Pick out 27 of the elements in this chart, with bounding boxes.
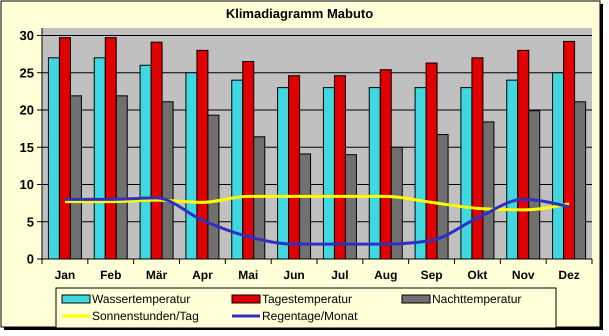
x-tick-label: Mai <box>238 268 258 282</box>
x-tick-label: Apr <box>192 268 214 282</box>
x-tick-label: Feb <box>100 268 122 282</box>
legend-label: Regentage/Monat <box>262 309 358 324</box>
legend-label: Sonnenstunden/Tag <box>92 309 199 324</box>
y-tick-label: 20 <box>20 102 34 118</box>
y-tick-label: 25 <box>20 65 34 80</box>
x-tick-label: Dez <box>558 268 580 282</box>
x-tick-label: Nov <box>512 268 535 282</box>
x-tick-label: Jul <box>331 268 349 282</box>
chart-title: Klimadiagramm Mabuto <box>226 6 374 21</box>
y-tick-label: 0 <box>26 252 34 267</box>
x-tick-label: Jan <box>54 268 76 282</box>
x-tick-label: Jun <box>283 268 305 282</box>
y-tick-label: 10 <box>20 177 34 192</box>
legend-label: Nachttemperatur <box>432 292 522 306</box>
y-tick-label: 15 <box>20 140 34 155</box>
x-tick-label: Mär <box>146 268 168 282</box>
y-tick-label: 5 <box>26 214 34 230</box>
y-tick-label: 30 <box>20 28 34 43</box>
line-series <box>63 196 571 246</box>
x-tick-label: Aug <box>374 268 398 282</box>
legend-label: Tagestemperatur <box>262 292 352 306</box>
x-tick-label: Okt <box>467 268 488 282</box>
legend-label: Wassertemperatur <box>92 292 190 306</box>
line-series <box>63 194 571 212</box>
x-tick-label: Sep <box>420 268 443 282</box>
